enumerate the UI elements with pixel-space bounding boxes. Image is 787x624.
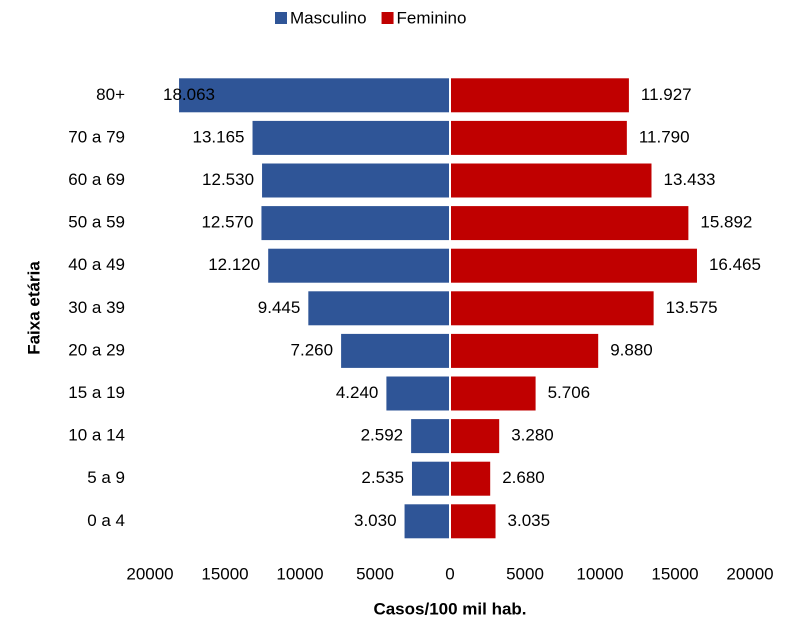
bar [450,120,627,155]
bar [411,419,450,454]
data-label: 2.592 [361,426,404,445]
x-tick-label: 10000 [576,564,623,583]
y-tick-label: 20 a 29 [68,340,125,359]
y-tick-label: 50 a 59 [68,213,125,232]
y-tick-label: 30 a 39 [68,298,125,317]
bar [268,248,450,283]
bar [450,163,652,198]
data-label: 3.030 [354,511,397,530]
bar [450,78,629,113]
data-label: 5.706 [548,383,591,402]
y-tick-label: 70 a 79 [68,127,125,146]
bar [450,206,689,241]
bar [179,78,450,113]
bar [450,419,500,454]
y-tick-label: 15 a 19 [68,383,125,402]
x-tick-label: 10000 [276,564,323,583]
data-label: 2.535 [361,468,404,487]
y-tick-label: 60 a 69 [68,170,125,189]
data-label: 13.433 [663,170,715,189]
y-tick-label: 40 a 49 [68,255,125,274]
data-label: 2.680 [502,468,545,487]
data-label: 11.927 [641,85,692,104]
x-tick-label: 15000 [651,564,698,583]
data-label: 12.530 [202,170,254,189]
data-label: 13.165 [193,127,245,146]
bar [411,461,450,496]
x-axis-label: Casos/100 mil hab. [373,599,526,618]
x-tick-label: 0 [445,564,454,583]
y-axis-label: Faixa etária [24,261,43,355]
y-tick-label: 5 a 9 [87,468,125,487]
y-tick-label: 10 a 14 [68,426,125,445]
data-label: 7.260 [291,340,334,359]
data-label: 16.465 [709,255,761,274]
bar [386,376,450,411]
data-label: 9.445 [258,298,301,317]
bar [252,120,450,155]
data-label: 11.790 [639,127,690,146]
bar [341,333,450,368]
legend-label: Masculino [290,8,367,27]
data-label: 9.880 [610,340,653,359]
x-tick-label: 20000 [126,564,173,583]
legend-label: Feminino [397,8,467,27]
bar [450,376,536,411]
x-tick-label: 5000 [356,564,394,583]
y-tick-label: 0 a 4 [87,511,125,530]
data-label: 15.892 [700,213,752,232]
data-label: 13.575 [666,298,718,317]
bar [450,291,654,326]
data-label: 3.035 [508,511,551,530]
bar [262,163,450,198]
data-label: 12.570 [201,213,253,232]
x-tick-label: 15000 [201,564,248,583]
x-tick-label: 20000 [726,564,773,583]
bar [404,504,450,539]
bar [450,504,496,539]
bar [308,291,450,326]
legend-swatch [275,12,287,24]
data-label: 18.063 [163,85,215,104]
x-tick-label: 5000 [506,564,544,583]
data-label: 4.240 [336,383,379,402]
bar [261,206,450,241]
data-label: 3.280 [511,426,554,445]
data-label: 12.120 [208,255,260,274]
bar [450,333,599,368]
y-tick-label: 80+ [96,85,125,104]
legend-swatch [381,12,394,24]
bar [450,248,697,283]
bar [450,461,491,496]
